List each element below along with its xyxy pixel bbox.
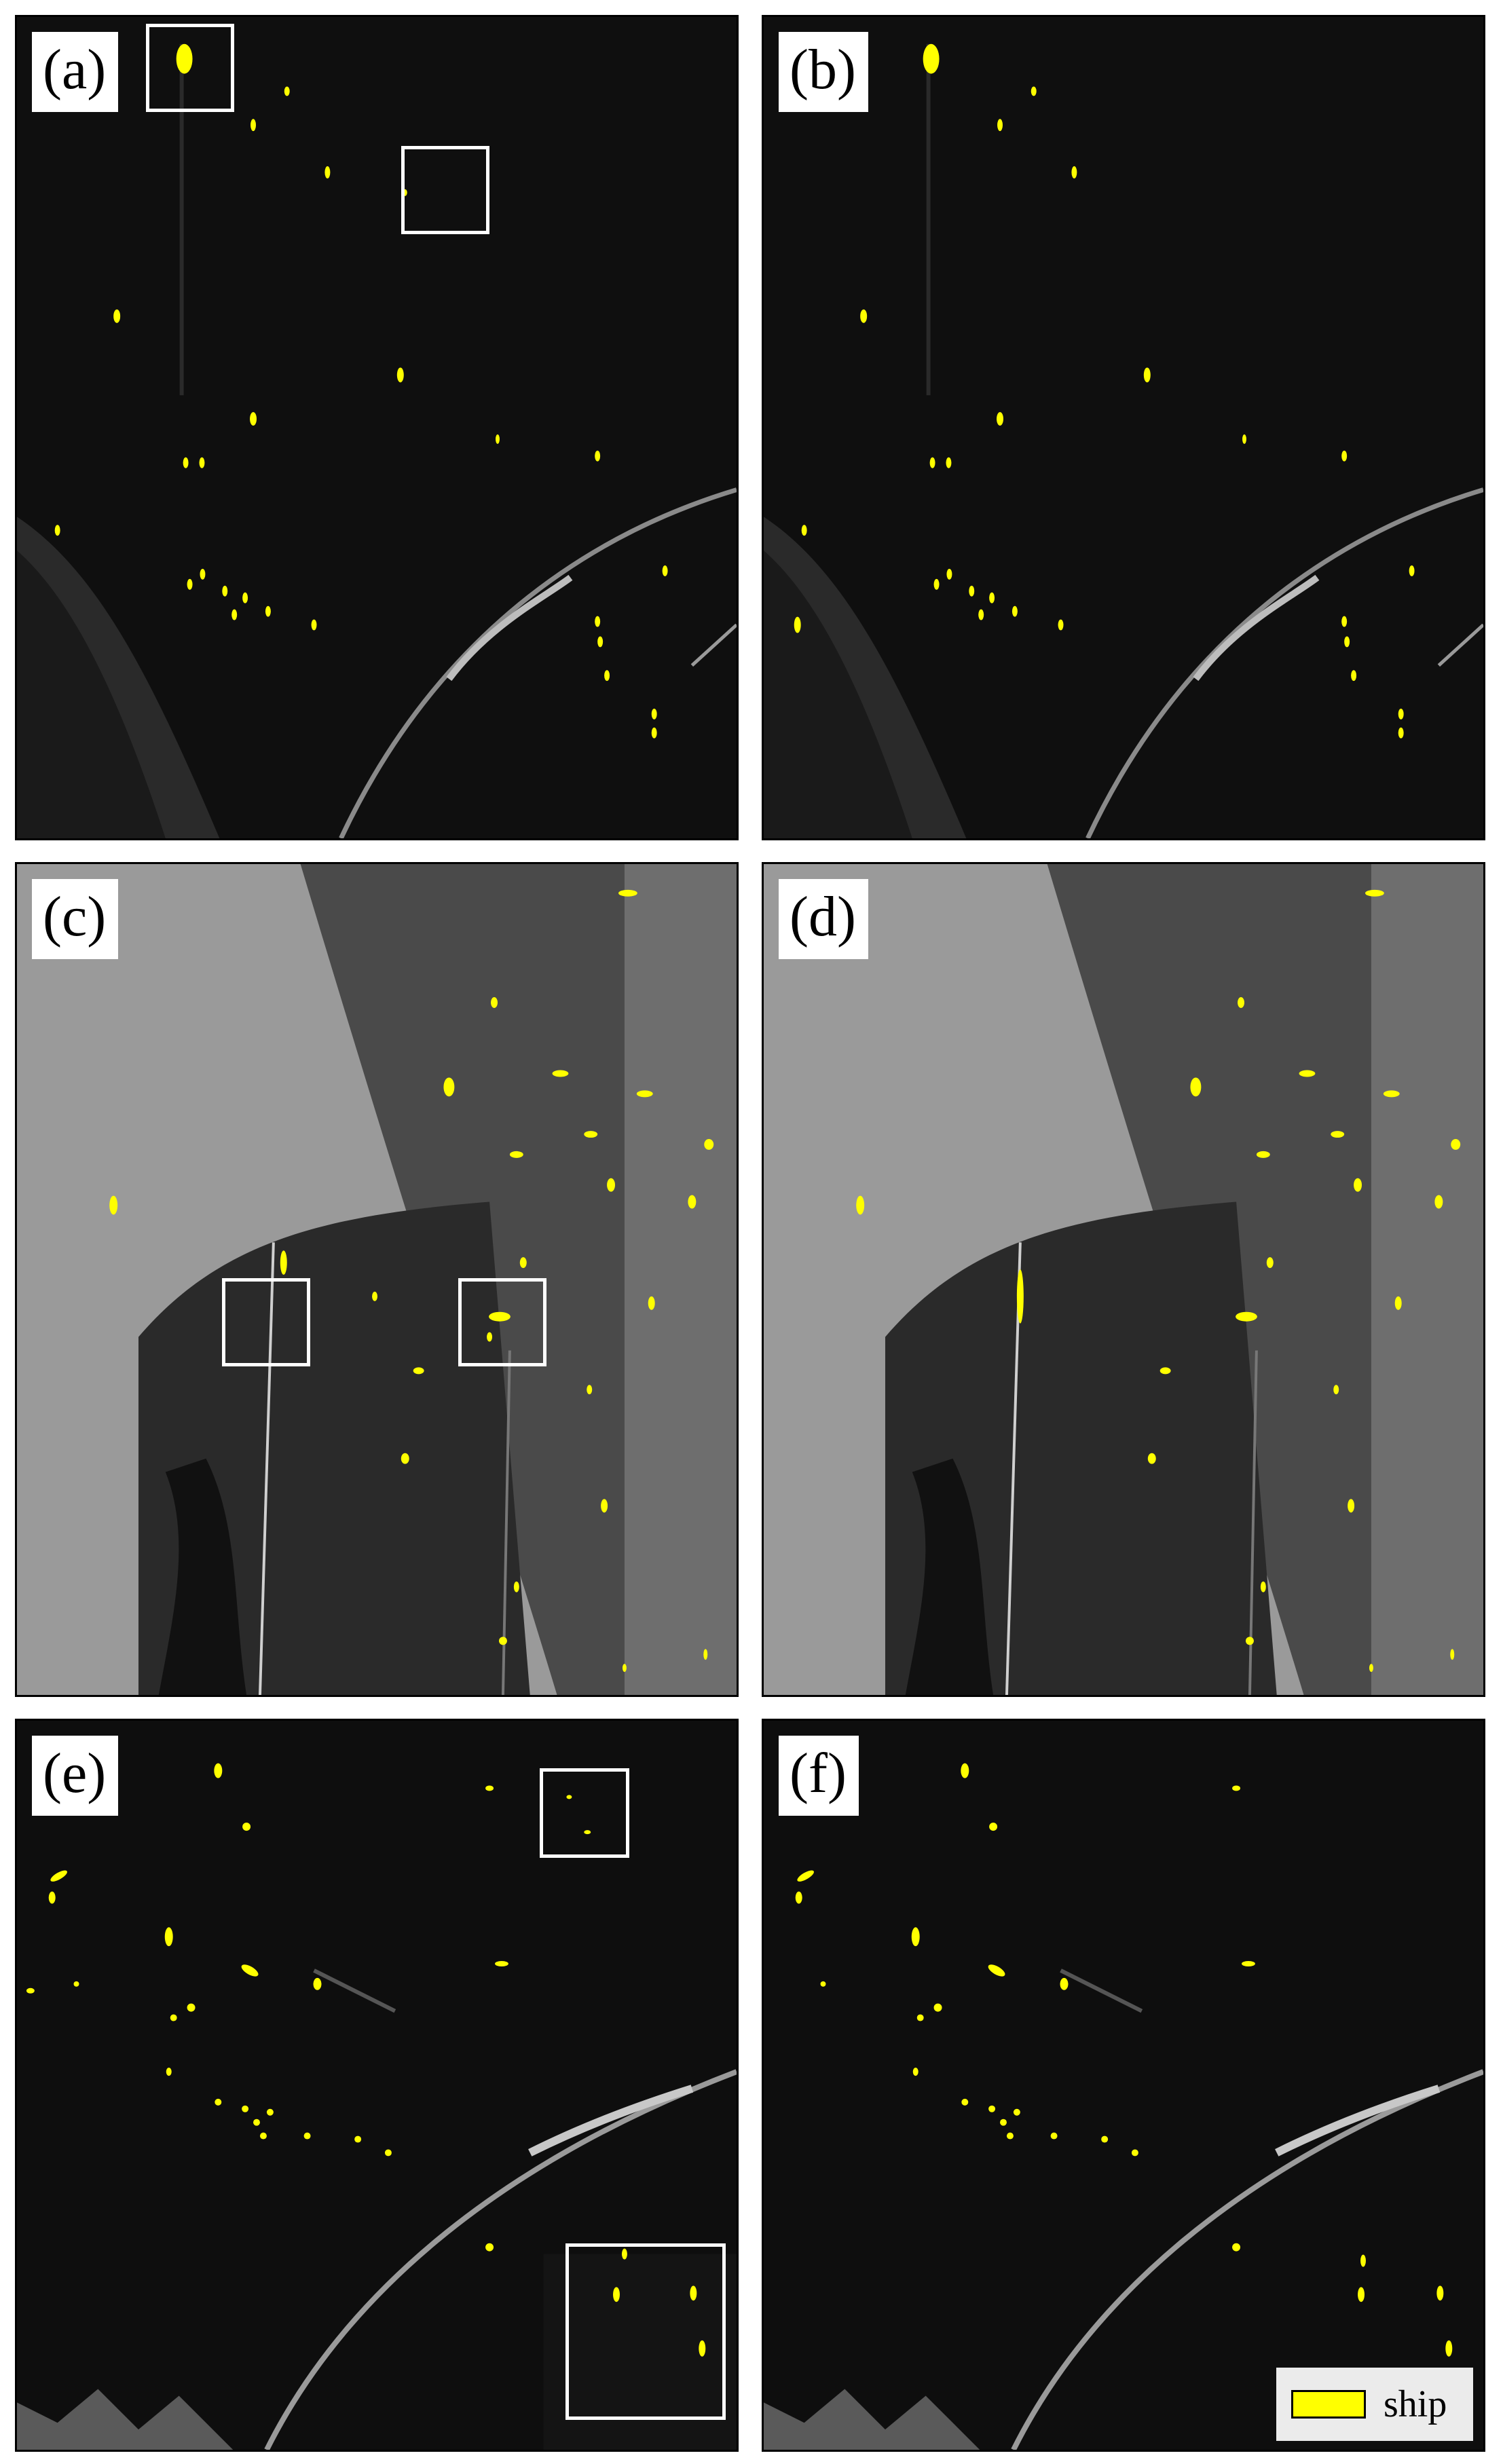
panel-f-label: (f) <box>779 1736 859 1816</box>
ship-targets <box>856 889 1461 1673</box>
panel-f-image <box>764 1721 1483 2450</box>
panel-c-label: (c) <box>32 879 119 959</box>
highlight-box <box>146 24 234 112</box>
panel-e: (e) <box>15 1719 739 2452</box>
ship-targets <box>795 1763 1453 2357</box>
highlight-box <box>401 146 489 234</box>
panel-b-image <box>764 17 1483 838</box>
panel-c-image <box>17 864 737 1695</box>
highlight-box <box>222 1278 310 1366</box>
panel-a-label: (a) <box>32 32 119 112</box>
panel-a-image <box>17 17 737 838</box>
ship-targets <box>54 43 668 739</box>
ship-targets <box>794 43 1415 739</box>
panel-e-image <box>17 1721 737 2450</box>
legend: ship <box>1276 2368 1473 2441</box>
panel-e-label: (e) <box>32 1736 119 1816</box>
panel-c: (c) <box>15 862 739 1697</box>
highlight-box <box>540 1768 629 1858</box>
legend-swatch <box>1291 2390 1366 2419</box>
panel-d: (d) <box>762 862 1485 1697</box>
panel-f: (f) <box>762 1719 1485 2452</box>
legend-label: ship <box>1384 2383 1447 2425</box>
panel-d-image <box>764 864 1483 1695</box>
highlight-box <box>458 1278 546 1366</box>
panel-b-label: (b) <box>779 32 868 112</box>
panel-d-label: (d) <box>779 879 868 959</box>
panel-b: (b) <box>762 15 1485 840</box>
ship-targets <box>109 889 714 1673</box>
highlight-box <box>565 2243 726 2420</box>
ship-targets <box>26 1763 706 2357</box>
panel-a: (a) <box>15 15 739 840</box>
